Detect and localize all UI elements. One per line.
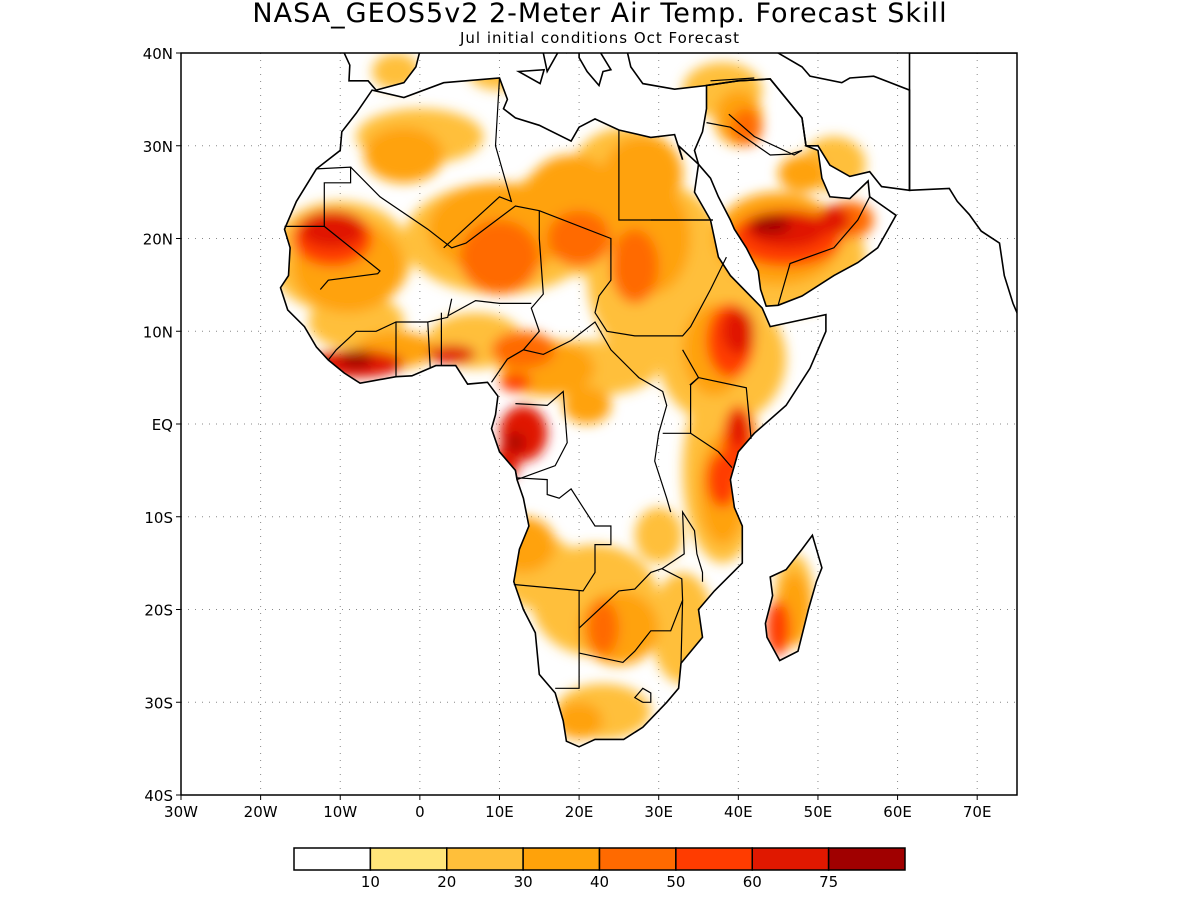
lon-tick-label: 50E: [804, 803, 833, 821]
skill-contour-patch: [547, 210, 611, 267]
lat-tick-label: 40S: [144, 787, 173, 805]
border-path: [633, 687, 652, 703]
lat-tick-label: 30S: [144, 694, 173, 712]
skill-contour-patch: [340, 349, 373, 369]
coastline-path: [764, 533, 823, 662]
skill-contour-patch: [427, 345, 476, 364]
colorbar-label: 50: [666, 873, 685, 891]
colorbar-label: 60: [743, 873, 762, 891]
colorbar-swatch: [827, 847, 906, 871]
border-path: [448, 299, 532, 317]
skill-contour-patch: [300, 210, 365, 248]
colorbar-label: 10: [361, 873, 380, 891]
colorbar-label: 30: [514, 873, 533, 891]
skill-contour-patch: [555, 702, 603, 740]
colorbar-swatch: [598, 847, 677, 871]
border-path: [515, 390, 568, 481]
border-path: [427, 321, 431, 368]
lat-tick-label: 20N: [143, 231, 173, 249]
lat-tick-label: 40N: [143, 45, 173, 63]
colorbar-label: 40: [590, 873, 609, 891]
latitude-axis: 40N 30N 20N 10N EQ 10S 20S 30S 40S: [143, 45, 181, 805]
colorbar-legend: 10 20 30 40 50 60 75: [293, 847, 906, 891]
border-path: [662, 349, 700, 434]
lat-tick-label: EQ: [152, 416, 173, 434]
border-path: [690, 432, 733, 468]
coastline-outline: [279, 53, 1017, 748]
lon-tick-label: 10W: [323, 803, 357, 821]
coastline-path: [908, 53, 1017, 315]
lat-tick-label: 20S: [144, 602, 173, 620]
skill-contour-patch: [730, 108, 763, 146]
lon-tick-label: 60E: [883, 803, 912, 821]
lon-tick-label: 30E: [644, 803, 673, 821]
map-subtitle: Jul initial conditions Oct Forecast: [460, 29, 740, 47]
map-title: NASA_GEOS5v2 2-Meter Air Temp. Forecast …: [252, 0, 948, 29]
colorbar-swatch: [751, 847, 830, 871]
lat-tick-label: 10N: [143, 323, 173, 341]
border-path: [319, 225, 381, 290]
coastline-path: [626, 53, 911, 192]
lon-tick-label: 0: [415, 803, 425, 821]
border-path: [710, 77, 755, 82]
colorbar-swatch: [522, 847, 601, 871]
border-path: [522, 210, 544, 351]
colorbar-swatch: [293, 847, 372, 871]
skill-contour-patch: [499, 372, 532, 392]
skill-contour-patch: [491, 516, 556, 573]
coastline-path: [578, 53, 613, 88]
coastline-path: [279, 77, 827, 748]
skill-contour-patch: [817, 206, 850, 234]
border-path: [284, 166, 352, 227]
skill-contour-patch: [634, 507, 683, 564]
skill-contour-patch: [750, 215, 791, 234]
lon-tick-label: 20E: [565, 803, 594, 821]
border-path: [706, 122, 803, 156]
skill-contour-patch: [364, 127, 444, 183]
border-path: [680, 600, 684, 664]
coastline-path: [515, 68, 546, 85]
lon-tick-label: 20W: [244, 803, 278, 821]
skill-contour-patch: [766, 600, 791, 656]
country-borders: [284, 77, 871, 703]
lon-tick-label: 30W: [164, 803, 198, 821]
coastline-path: [343, 53, 421, 92]
border-path: [513, 470, 612, 592]
colorbar-swatch: [369, 847, 448, 871]
lon-tick-label: 70E: [963, 803, 992, 821]
skill-contour-patch: [563, 386, 611, 425]
border-path: [443, 77, 513, 249]
lat-tick-label: 30N: [143, 138, 173, 156]
skill-contour-patch: [728, 410, 748, 448]
lon-tick-label: 40E: [724, 803, 753, 821]
lon-tick-label: 10E: [485, 803, 514, 821]
border-path: [578, 568, 684, 664]
border-path: [661, 509, 704, 582]
colorbar-label: 75: [819, 873, 838, 891]
skill-shading-layer: [280, 53, 874, 740]
skill-contour-patch: [507, 433, 524, 452]
border-path: [728, 113, 803, 156]
skill-contour-patch: [459, 219, 540, 295]
longitude-axis: 30W 20W 10W 0 10E 20E 30E 40E 50E 60E 70E: [164, 795, 991, 821]
skill-contour-patch: [587, 600, 619, 656]
border-path: [491, 321, 672, 513]
colorbar-swatch: [675, 847, 753, 871]
skill-contour-patch: [722, 308, 755, 355]
lat-tick-label: 10S: [144, 509, 173, 527]
skill-contour-patch: [610, 229, 659, 304]
border-path: [777, 196, 871, 306]
coastline-path: [541, 53, 568, 74]
colorbar-label: 20: [437, 873, 456, 891]
colorbar-swatch: [446, 847, 524, 871]
border-path: [350, 166, 727, 337]
skill-contour-patch: [778, 155, 826, 193]
